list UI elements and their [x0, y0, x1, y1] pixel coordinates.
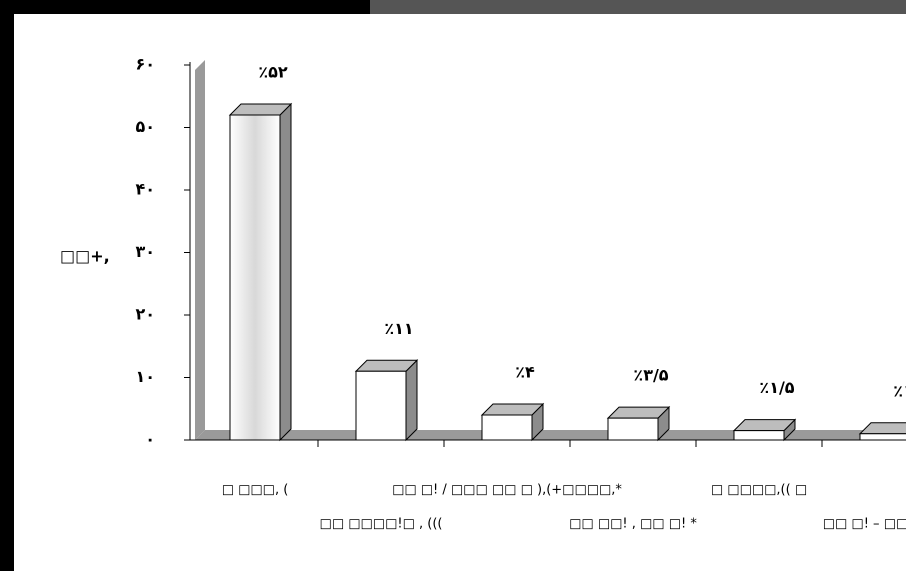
- x-tick-label: □□ □! – □□□□! ): [823, 517, 906, 532]
- bar: [481, 414, 533, 441]
- y-tick-label: ۵۰: [135, 117, 155, 136]
- value-label: ٪۴: [515, 363, 535, 382]
- value-label: ٪۱/۵: [759, 378, 794, 397]
- bar-top: [606, 406, 671, 419]
- x-tick-label: □□ □! / □□□ □□ □ ),(+□□□□,*: [392, 483, 622, 498]
- value-label: ٪۱: [893, 381, 906, 400]
- floor: [195, 430, 906, 440]
- y-tick-label: ۳۰: [135, 242, 155, 261]
- x-tick-label: □ □□□, (: [222, 483, 289, 498]
- bar-top: [480, 403, 545, 416]
- bar: [355, 370, 407, 441]
- bar-top: [354, 359, 419, 372]
- y-tick-label: ۲۰: [135, 305, 155, 324]
- y-tick-label: ۰: [145, 430, 155, 449]
- y-tick-label: ۶۰: [135, 55, 155, 74]
- x-tick-label: □ □□□□,(( □: [711, 483, 807, 498]
- bar: [607, 417, 659, 441]
- x-tick-label: □□ □□! , □□ □! *: [569, 517, 697, 532]
- value-label: ٪۳/۵: [633, 366, 668, 385]
- bar: [859, 433, 906, 441]
- value-label: ٪۵۲: [258, 63, 288, 82]
- bar-top: [228, 103, 293, 116]
- back-wall: [195, 60, 205, 440]
- bar-top: [732, 419, 797, 432]
- y-tick-label: ۱۰: [135, 367, 155, 386]
- value-label: ٪۱۱: [384, 319, 413, 338]
- y-axis-label: □□+,: [60, 247, 110, 266]
- bar: [229, 114, 281, 441]
- frame-top: [0, 0, 370, 14]
- frame-top-gray: [370, 0, 906, 14]
- y-tick-label: ۴۰: [135, 180, 155, 199]
- bar-side: [405, 359, 418, 442]
- x-tick-label: □□ □□□□!□ , (((: [320, 517, 443, 532]
- bar-top: [858, 422, 906, 435]
- frame-left: [0, 0, 14, 571]
- bar: [733, 430, 785, 441]
- bar-side: [279, 102, 292, 442]
